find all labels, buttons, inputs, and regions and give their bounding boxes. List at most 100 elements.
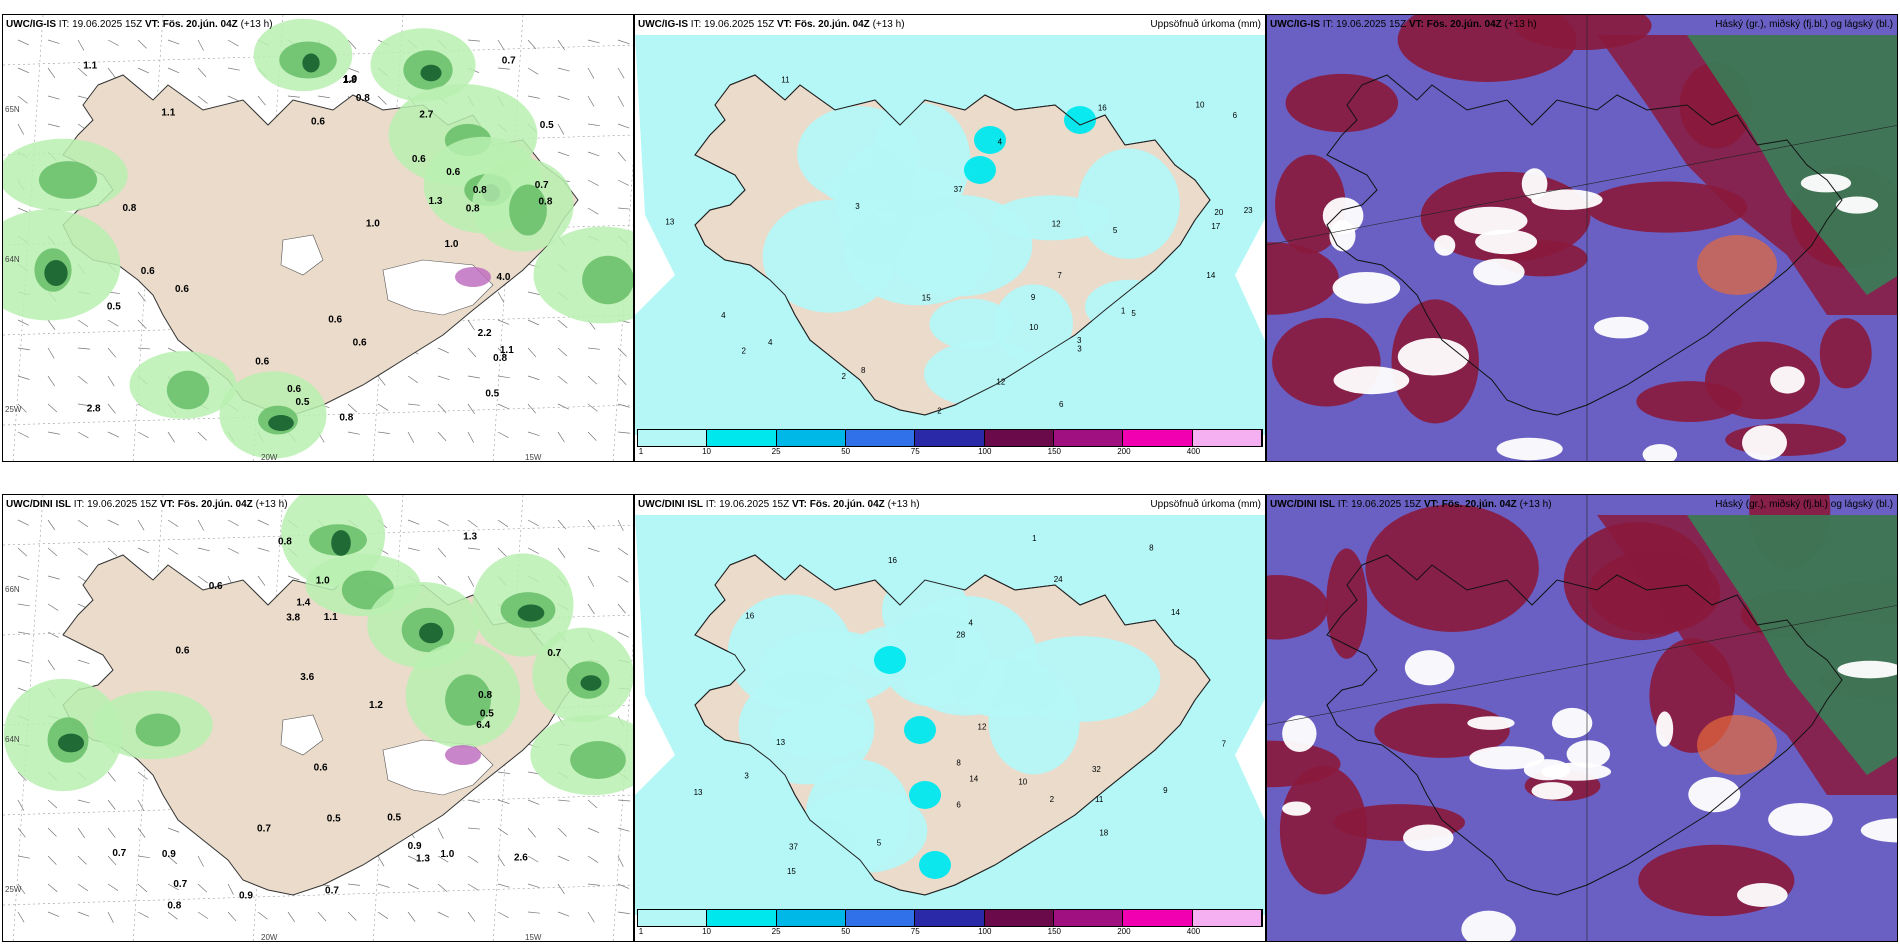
- precip-value-label: 2.6: [514, 853, 528, 864]
- accum-map: 2261635417132037231134121096151412108754…: [635, 35, 1265, 435]
- precip-values: 0.6 0.8 0.9 0.7 1.1 0.6 0.5 1.2 0.9 1.0 1.3 0.7 3.6 3…: [112, 531, 561, 911]
- panel-title: Háský (gr.), miðský (fj.bl.) og lágský (…: [1715, 19, 1893, 30]
- precip-value-label: 0.7: [535, 180, 549, 191]
- precip-value-label: 1.1: [83, 61, 97, 72]
- precip-value-label: 0.8: [339, 412, 353, 423]
- lat-label: 25W: [5, 885, 22, 894]
- colorbar-swatch: [845, 430, 916, 446]
- lon-label: 20W: [261, 933, 278, 942]
- precip-value-label: 0.8: [122, 203, 136, 214]
- precip-value-label: 0.6: [311, 117, 325, 128]
- precip-value-label: 0.6: [287, 384, 301, 395]
- accum-value-label: 16: [1098, 104, 1107, 113]
- precip-value-label: 0.5: [107, 301, 121, 312]
- init-time: 19.06.2025 15Z: [72, 19, 143, 30]
- colorbar-swatch: [1192, 910, 1262, 926]
- accum-value-label: 14: [969, 774, 978, 783]
- accum-value-label: 15: [787, 867, 796, 876]
- accum-value-label: 15: [922, 294, 931, 303]
- precip-shading: [3, 18, 633, 459]
- colorbar-tick: 200: [1117, 447, 1131, 456]
- precip-value-label: 0.5: [387, 813, 401, 824]
- precip-value-label: 0.6: [446, 167, 460, 178]
- lon-label: 15W: [525, 453, 542, 462]
- lon-label: 15W: [525, 933, 542, 942]
- valid-time: Fös. 20.jún. 04Z: [794, 19, 870, 30]
- model-label: UWC/IG-IS: [638, 19, 688, 30]
- accum-value-label: 17: [1211, 222, 1220, 231]
- colorbar-swatch: [915, 910, 985, 926]
- accum-value-label: 11: [1095, 795, 1104, 804]
- colorbar-swatch: [1123, 430, 1193, 446]
- vt-label: VT:: [144, 19, 160, 30]
- colorbar-tick: 10: [702, 447, 711, 456]
- accum-value-label: 9: [1163, 786, 1168, 795]
- accum-value-label: 12: [996, 377, 1005, 386]
- accum-value-label: 16: [888, 556, 897, 565]
- valid-time: Fös. 20.jún. 04Z: [177, 499, 253, 510]
- it-label: IT:: [1337, 499, 1349, 510]
- lat-label: 65N: [5, 105, 20, 114]
- panel-title: Uppsöfnuð úrkoma (mm): [1150, 19, 1261, 30]
- accum-value-label: 2: [741, 346, 746, 355]
- accum-value-label: 13: [665, 218, 674, 227]
- precip-value-label: 0.5: [296, 397, 310, 408]
- colorbar-tick: 10: [702, 927, 711, 936]
- accum-value-label: 16: [745, 612, 754, 621]
- high-cloud-field: [1687, 515, 1897, 775]
- precip-value-label: 0.7: [112, 848, 126, 859]
- vt-label: VT:: [1408, 19, 1424, 30]
- colorbar-swatch: [984, 430, 1054, 446]
- colorbar-swatch: [915, 430, 985, 446]
- accum-value-label: 5: [1113, 226, 1118, 235]
- precip-value-label: 0.7: [173, 879, 187, 890]
- precip-value-label: 1.3: [463, 531, 477, 542]
- panel-cloud-dini: UWC/DINI ISL IT: 19.06.2025 15Z VT: Fös.…: [1266, 494, 1898, 942]
- accum-value-label: 3: [855, 202, 860, 211]
- colorbar-swatch: [1192, 430, 1262, 446]
- precip-value-label: 4.0: [497, 272, 511, 283]
- accum-value-label: 32: [1092, 765, 1101, 774]
- precip-value-label: 0.8: [473, 185, 487, 196]
- model-label: UWC/DINI ISL: [1270, 499, 1335, 510]
- precip-value-label: 0.7: [257, 824, 271, 835]
- high-cloud-field: [1687, 35, 1897, 295]
- init-time: 19.06.2025 15Z: [1351, 499, 1422, 510]
- accum-value-label: 8: [1149, 543, 1154, 552]
- precip-value-label: 1.4: [296, 597, 310, 608]
- precip-value-label: 0.6: [314, 762, 328, 773]
- colorbar: [637, 909, 1263, 927]
- precip-value-label: 1.0: [316, 576, 330, 587]
- lon-label: 20W: [261, 453, 278, 462]
- clear-patches: [1322, 168, 1879, 461]
- colorbar-tick: 100: [978, 447, 992, 456]
- colorbar-tick: 50: [841, 447, 851, 456]
- colorbar-swatch: [1123, 910, 1193, 926]
- accum-value-label: 3: [1077, 345, 1082, 354]
- precip-value-label: 3.8: [286, 612, 300, 623]
- precip-value-label: 0.6: [175, 284, 189, 295]
- accum-value-label: 12: [978, 722, 987, 731]
- accum-value-label: 14: [1171, 608, 1180, 617]
- accum-value-label: 3: [1077, 336, 1082, 345]
- precip-value-label: 3.6: [300, 672, 314, 683]
- colorbar-swatch: [707, 430, 777, 446]
- heavy-precip-zone: [455, 267, 491, 287]
- panel-title: Háský (gr.), miðský (fj.bl.) og lágský (…: [1715, 499, 1893, 510]
- accum-value-label: 10: [1018, 777, 1027, 786]
- precip-value-label: 0.5: [485, 389, 499, 400]
- precip-value-label: 1.3: [429, 196, 443, 207]
- cloud-map: [1267, 15, 1897, 461]
- vt-label: VT:: [159, 499, 175, 510]
- colorbar-tick: 75: [910, 927, 920, 936]
- precip-value-label: 0.8: [278, 536, 292, 547]
- it-label: IT:: [1322, 19, 1334, 30]
- precip-value-label: 1.2: [369, 700, 383, 711]
- panel-header: UWC/DINI ISL IT: 19.06.2025 15Z VT: Fös.…: [1270, 499, 1552, 510]
- panel-precip-igis: 0.5 0.7 0.6 0.8 1.0 0.6 0.7 0.6 0.8 1.0 0.6 0.5 0.6 0…: [2, 14, 634, 462]
- accum-value-label: 37: [954, 185, 963, 194]
- heavy-precip-zone: [445, 745, 481, 765]
- precip-value-label: 0.8: [167, 901, 181, 912]
- lead-time: (+13 h): [255, 499, 288, 510]
- lat-label: 64N: [5, 735, 20, 744]
